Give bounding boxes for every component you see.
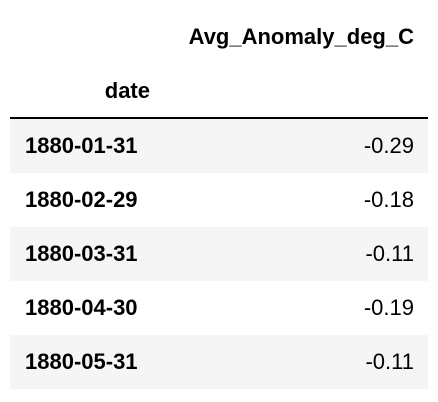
index-cell: 1880-01-31 bbox=[25, 133, 138, 159]
value-cell: -0.29 bbox=[364, 133, 414, 159]
index-cell: 1880-04-30 bbox=[25, 295, 138, 321]
column-header: Avg_Anomaly_deg_C bbox=[0, 24, 414, 50]
value-cell: -0.11 bbox=[365, 349, 414, 375]
index-cell: 1880-02-29 bbox=[25, 187, 138, 213]
table-row: 1880-03-31 -0.11 bbox=[10, 227, 428, 281]
table-row: 1880-04-30 -0.19 bbox=[10, 281, 428, 335]
table-row: 1880-01-31 -0.29 bbox=[10, 119, 428, 173]
table-row: 1880-05-31 -0.11 bbox=[10, 335, 428, 389]
value-cell: -0.19 bbox=[364, 295, 414, 321]
table-body: 1880-01-31 -0.29 1880-02-29 -0.18 1880-0… bbox=[10, 119, 428, 389]
value-cell: -0.11 bbox=[365, 241, 414, 267]
value-cell: -0.18 bbox=[364, 187, 414, 213]
index-header: date bbox=[0, 78, 150, 104]
index-cell: 1880-03-31 bbox=[25, 241, 138, 267]
table-row: 1880-02-29 -0.18 bbox=[10, 173, 428, 227]
index-cell: 1880-05-31 bbox=[25, 349, 138, 375]
